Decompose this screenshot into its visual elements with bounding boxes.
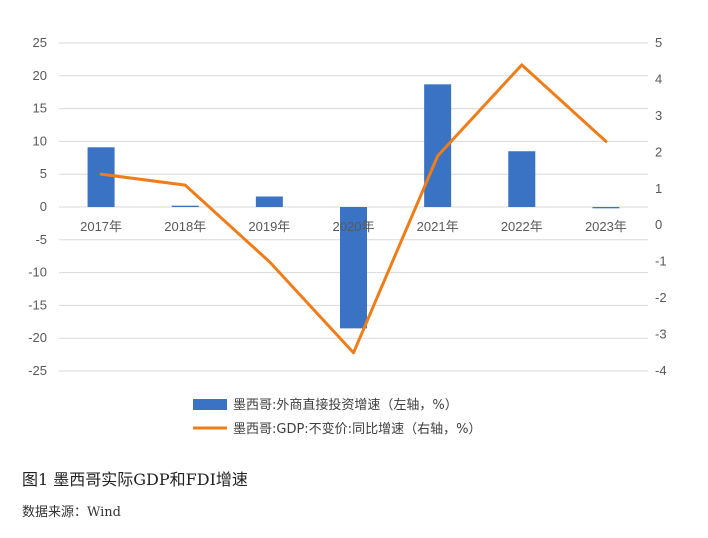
category-label: 2020年 — [333, 219, 375, 234]
category-label: 2021年 — [417, 219, 459, 234]
bar — [171, 205, 199, 207]
line-series — [99, 63, 608, 355]
left-tick-label: 20 — [33, 68, 47, 83]
legend-label-bar: 墨西哥:外商直接投资增速（左轴，%） — [233, 397, 458, 413]
left-tick-label: -5 — [35, 232, 47, 247]
right-tick-label: -4 — [655, 363, 667, 378]
left-tick-label: 0 — [40, 199, 47, 214]
left-tick-label: 10 — [33, 133, 47, 148]
right-tick-label: -1 — [655, 254, 667, 269]
right-tick-label: 0 — [655, 217, 662, 232]
right-tick-label: -2 — [655, 290, 667, 305]
right-axis-ticks: 5 4 3 2 1 0 -1 -2 -3 -4 — [655, 35, 667, 378]
legend-swatch-bar — [193, 399, 227, 410]
legend: 墨西哥:外商直接投资增速（左轴，%） 墨西哥:GDP:不变价:同比增速（右轴，%… — [193, 397, 481, 437]
bar — [592, 207, 620, 209]
right-tick-label: 2 — [655, 144, 662, 159]
category-label: 2018年 — [164, 219, 206, 234]
left-tick-label: 15 — [33, 101, 47, 116]
category-label: 2023年 — [585, 219, 627, 234]
left-axis-ticks: 25 20 15 10 5 0 -5 -10 -15 -20 -25 — [28, 35, 47, 378]
gdp-line — [99, 63, 608, 355]
left-tick-label: -20 — [28, 330, 47, 345]
bar — [255, 196, 283, 207]
right-tick-label: 3 — [655, 108, 662, 123]
left-tick-label: -15 — [28, 297, 47, 312]
chart: 2017年 2018年 2019年 2020年 2021年 2022年 2023年 2520… — [28, 35, 667, 437]
category-label: 2022年 — [501, 219, 543, 234]
bar — [508, 151, 536, 207]
left-tick-label: 5 — [40, 166, 47, 181]
bar — [340, 207, 367, 329]
right-tick-label: 4 — [655, 71, 662, 86]
bar-series — [87, 84, 620, 329]
left-tick-label: -25 — [28, 363, 47, 378]
left-tick-label: 25 — [33, 35, 47, 50]
data-source: 数据来源：Wind — [22, 505, 121, 520]
category-label: 2019年 — [248, 219, 290, 234]
bar — [87, 147, 115, 207]
left-tick-label: -10 — [28, 265, 47, 280]
legend-label-line: 墨西哥:GDP:不变价:同比增速（右轴，%） — [233, 421, 481, 437]
right-tick-label: 5 — [655, 35, 662, 50]
figure-caption: 图1 墨西哥实际GDP和FDI增速 — [22, 470, 248, 489]
category-label: 2017年 — [80, 219, 122, 234]
right-tick-label: -3 — [655, 327, 667, 342]
category-labels: 2017年 2018年 2019年 2020年 2021年 2022年 2023年 — [80, 219, 627, 234]
right-tick-label: 1 — [655, 181, 662, 196]
